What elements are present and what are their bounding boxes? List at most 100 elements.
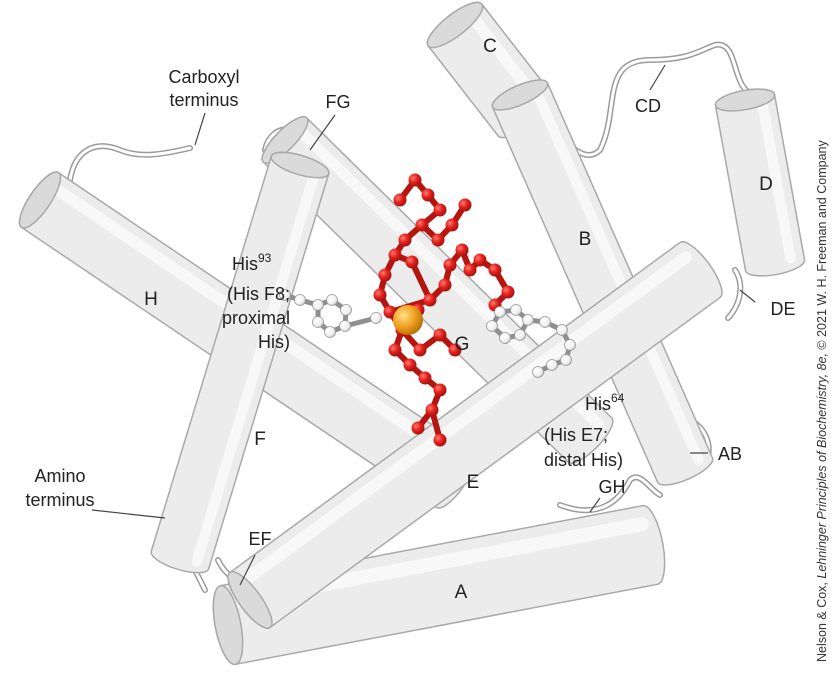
- heme-atom: [473, 253, 487, 267]
- his64-name: His: [585, 394, 611, 414]
- his64-atom: [546, 359, 558, 371]
- heme-atom: [413, 343, 427, 357]
- his64-atom: [514, 329, 526, 341]
- his64-note-line2: distal His): [544, 450, 623, 470]
- heme-atom: [455, 243, 469, 257]
- heme-atom: [443, 258, 457, 272]
- loop-labels: FG CD DE GH AB EF: [239, 64, 796, 586]
- his64-atom: [486, 320, 498, 332]
- heme-atom: [433, 328, 447, 342]
- carboxyl-terminus-label: Carboxyl: [168, 67, 239, 87]
- heme-group: [373, 173, 515, 447]
- heme-atom: [383, 305, 397, 319]
- his93-note-line2: proximal: [222, 308, 290, 328]
- loop-label-gh: GH: [599, 477, 626, 497]
- his64-annotation: His64 (His E7; distal His): [544, 391, 625, 470]
- amino-terminus-label-2: terminus: [25, 490, 94, 510]
- heme-bond: [409, 259, 433, 303]
- helix-e: [227, 241, 723, 629]
- his64-sidechain: [486, 304, 576, 378]
- his64-atom: [560, 354, 572, 366]
- credit-publisher: © 2021 W. H. Freeman and Company: [815, 140, 829, 354]
- helix-d-cap: [714, 88, 776, 112]
- heme-atom: [423, 293, 437, 307]
- helix-label-d: D: [759, 174, 773, 195]
- his93-note-line3: His): [258, 332, 290, 352]
- heme-atom: [438, 278, 452, 292]
- helix-b: [491, 79, 714, 486]
- terminus-labels: Carboxyl terminus Amino terminus: [25, 67, 240, 519]
- his64-atom: [532, 366, 544, 378]
- heme-atom: [433, 433, 447, 447]
- his64-label: His64: [585, 391, 625, 414]
- his93-atom: [339, 320, 351, 332]
- heme-atom: [408, 173, 422, 187]
- helix-c-cap: [426, 1, 484, 49]
- helix-label-f: F: [254, 429, 266, 450]
- his93-atom: [340, 304, 352, 316]
- heme-atom: [448, 343, 462, 357]
- loop-label-cd: CD: [635, 96, 661, 116]
- helix-label-g: G: [455, 334, 470, 355]
- his93-annotation: His93 (His F8; proximal His): [222, 251, 290, 352]
- heme-atom: [418, 371, 432, 385]
- his93-atom: [326, 294, 338, 306]
- his64-atom: [510, 304, 522, 316]
- helix-a-cap: [212, 584, 244, 666]
- heme-atom: [388, 343, 402, 357]
- heme-atom: [398, 233, 412, 247]
- his93-atom: [312, 299, 324, 311]
- copyright-credit: Nelson & Cox, Lehninger Principles of Bi…: [815, 140, 829, 662]
- helix-label-e: E: [467, 472, 480, 493]
- his64-atom: [522, 314, 534, 326]
- his64-atom: [564, 339, 576, 351]
- his64-atom: [556, 324, 568, 336]
- helix-e-cap: [227, 571, 273, 629]
- heme-atom: [403, 358, 417, 372]
- his93-atom: [312, 316, 324, 328]
- heme-atom: [425, 403, 439, 417]
- carboxyl-terminus-label-2: terminus: [169, 90, 238, 110]
- loop-label-fg: FG: [326, 92, 351, 112]
- heme-atom: [463, 263, 477, 277]
- helix-g-cap: [261, 116, 309, 164]
- helix-f: [150, 151, 330, 574]
- his64-number: 64: [611, 391, 625, 405]
- helix-label-h: H: [144, 289, 158, 310]
- helix-d: [714, 88, 806, 277]
- heme-atom: [433, 383, 447, 397]
- his93-label: His93: [232, 251, 272, 274]
- iron-atom: [393, 305, 423, 335]
- loop-label-ab: AB: [718, 444, 742, 464]
- his93-atom: [324, 326, 336, 338]
- heme-atom: [488, 263, 502, 277]
- helix-f-cap: [270, 151, 330, 179]
- heme-atom: [393, 193, 407, 207]
- heme-atom: [405, 255, 419, 269]
- helix-label-a: A: [455, 582, 468, 603]
- his93-name: His: [232, 254, 258, 274]
- his93-atom: [294, 294, 306, 306]
- his64-note-line1: (His E7;: [544, 425, 608, 445]
- his64-atom: [494, 306, 506, 318]
- loop-label-de: DE: [770, 299, 795, 319]
- credit-authors: Nelson & Cox,: [815, 579, 829, 662]
- heme-atom: [378, 268, 392, 282]
- heme-atom: [433, 203, 447, 217]
- heme-atom: [501, 285, 515, 299]
- helix-b-cap: [491, 79, 549, 111]
- his93-atom: [279, 289, 291, 301]
- heme-atom: [445, 218, 459, 232]
- helix-labels: C D B H G F E A: [144, 36, 773, 603]
- heme-atom: [431, 233, 445, 247]
- amino-terminus-label: Amino: [34, 466, 85, 486]
- loop-label-ef: EF: [248, 529, 271, 549]
- his64-atom: [539, 316, 551, 328]
- heme-atom: [388, 248, 402, 262]
- heme-atom: [373, 288, 387, 302]
- heme-atom: [411, 421, 425, 435]
- his93-note-line1: (His F8;: [227, 284, 290, 304]
- his93-sidechain: [279, 289, 382, 338]
- his64-atom: [499, 332, 511, 344]
